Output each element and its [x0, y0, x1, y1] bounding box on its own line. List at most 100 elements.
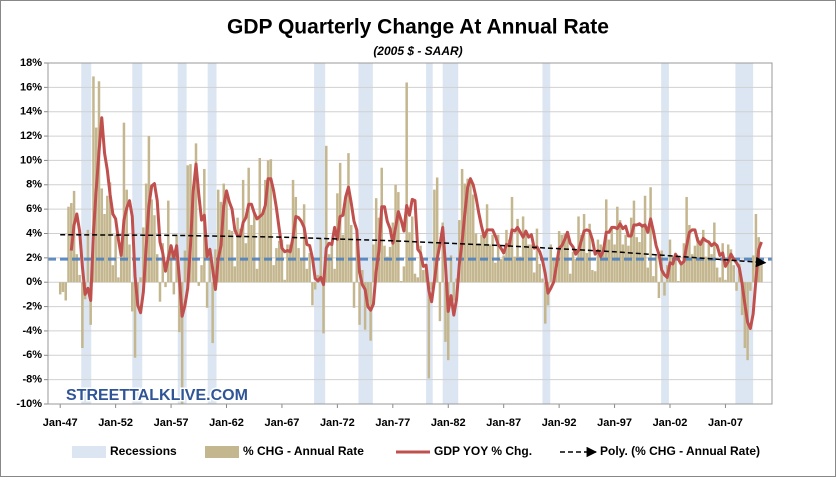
y-tick-label: 16% — [20, 81, 42, 93]
bar — [438, 282, 442, 322]
bar — [264, 179, 267, 283]
bar — [269, 159, 273, 283]
bar — [67, 206, 70, 283]
bar — [302, 204, 306, 283]
bar — [108, 182, 112, 283]
bar — [214, 249, 217, 283]
bar — [297, 248, 300, 283]
bar — [419, 245, 422, 283]
bar — [760, 261, 763, 283]
bar — [250, 224, 253, 283]
bar — [458, 220, 461, 283]
bar — [549, 244, 553, 283]
bar — [430, 282, 433, 290]
trendline — [60, 233, 767, 268]
bar — [715, 267, 719, 283]
bar — [397, 192, 400, 283]
bar — [200, 265, 203, 283]
bar — [613, 244, 616, 283]
bar — [643, 195, 647, 283]
y-tick-label: -8% — [22, 374, 42, 386]
bar — [743, 282, 747, 348]
bar — [386, 256, 389, 283]
bar — [516, 218, 519, 283]
bar — [280, 239, 284, 283]
bar — [399, 280, 403, 283]
bar — [568, 273, 572, 283]
bar — [463, 183, 467, 283]
bar — [596, 239, 600, 283]
bar — [707, 240, 711, 283]
bar — [244, 243, 248, 283]
bar — [275, 248, 278, 283]
bar — [139, 277, 142, 283]
bar — [358, 282, 361, 325]
bar — [208, 256, 212, 283]
bar — [621, 244, 625, 283]
bar — [477, 243, 480, 283]
bar — [305, 268, 309, 283]
bar — [452, 282, 456, 301]
x-tick-label: Jan-87 — [486, 417, 521, 429]
plot-border — [47, 62, 773, 405]
bar — [735, 282, 738, 291]
bar — [363, 282, 367, 330]
bar — [422, 270, 425, 283]
bar — [510, 196, 514, 283]
bar — [191, 186, 195, 283]
bar — [172, 282, 176, 295]
bar — [125, 189, 128, 283]
bar — [277, 240, 281, 283]
bar — [86, 229, 90, 283]
bar — [236, 217, 239, 283]
bar — [654, 254, 658, 283]
bar — [230, 231, 234, 283]
legend-label: Poly. (% CHG - Annual Rate) — [600, 444, 760, 458]
bar — [541, 278, 544, 283]
y-tick-label: -6% — [22, 349, 42, 361]
legend-swatch — [205, 446, 239, 458]
bar — [194, 143, 198, 283]
bar — [532, 272, 536, 283]
bar — [383, 245, 386, 283]
bar — [289, 244, 292, 283]
bar — [333, 268, 336, 283]
bar — [344, 199, 347, 283]
bar — [641, 223, 644, 283]
bar — [729, 249, 733, 283]
bar — [524, 232, 528, 283]
plot-area: 18% 16% 14% 12% 10% 8% 6% 4% 2% 0% -2% -4% -6% -8% -10… — [16, 57, 773, 429]
bar — [704, 256, 708, 283]
bar — [751, 255, 755, 283]
bar — [352, 282, 356, 308]
bar — [535, 228, 539, 283]
bar — [702, 229, 705, 283]
bar — [566, 231, 569, 283]
bar — [81, 282, 84, 348]
bar — [169, 251, 173, 283]
bar — [652, 276, 655, 283]
bar — [593, 271, 597, 283]
bar — [552, 257, 555, 283]
bar — [718, 277, 722, 283]
bar — [225, 190, 228, 283]
bar — [599, 244, 602, 283]
bar — [330, 243, 334, 283]
bar — [668, 239, 672, 283]
legend-label: % CHG - Annual Rate — [243, 444, 364, 458]
x-tick-label: Jan-72 — [320, 417, 355, 429]
bar — [710, 254, 713, 283]
chart-subtitle: (2005 $ - SAAR) — [373, 44, 462, 58]
bar — [441, 222, 444, 283]
bar — [117, 277, 120, 283]
bar — [688, 224, 691, 283]
bar — [679, 262, 683, 283]
bar — [197, 282, 201, 286]
bar — [447, 282, 450, 361]
bar — [677, 280, 680, 283]
y-tick-label: -10% — [16, 398, 42, 410]
bar — [674, 257, 677, 283]
bar — [560, 234, 564, 283]
bar — [142, 227, 145, 283]
